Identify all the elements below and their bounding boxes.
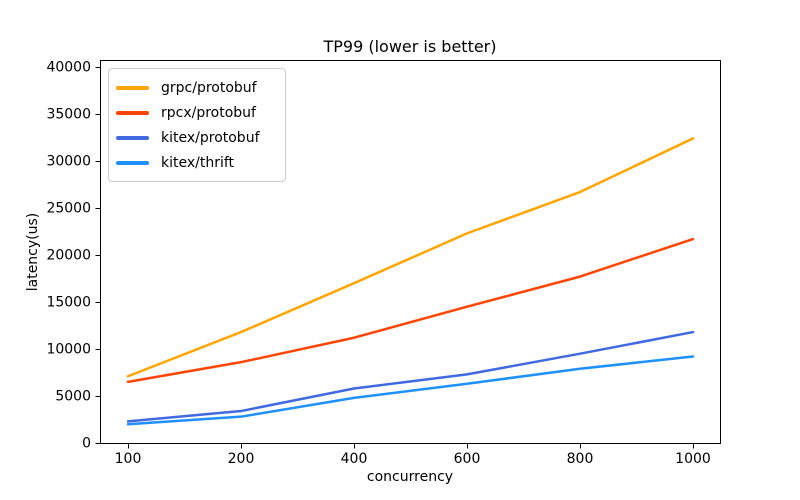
y-tick-label: 25000 bbox=[46, 201, 91, 217]
y-axis-label: latency(us) bbox=[25, 213, 41, 292]
x-tick-label: 600 bbox=[454, 451, 481, 467]
legend-swatch-grpc-protobuf bbox=[116, 85, 149, 90]
chart-title: TP99 (lower is better) bbox=[322, 37, 496, 56]
y-tick-label: 15000 bbox=[46, 295, 91, 311]
x-tick-label: 100 bbox=[115, 451, 142, 467]
x-tick-label: 800 bbox=[567, 451, 594, 467]
legend-item-kitex-thrift: kitex/thrift bbox=[116, 150, 277, 175]
plot-border bbox=[100, 60, 721, 444]
y-tick-label: 30000 bbox=[46, 154, 91, 170]
y-axis-ticks: 0 5000 10000 15000 20000 25000 30000 35000 40000 bbox=[46, 60, 101, 452]
y-tick-label: 0 bbox=[82, 436, 91, 452]
y-tick-label: 40000 bbox=[46, 60, 91, 76]
series-line-kitex-thrift bbox=[126, 355, 695, 426]
legend-item-grpc-protobuf: grpc/protobuf bbox=[116, 75, 277, 100]
x-axis-label: concurrency bbox=[367, 469, 453, 485]
x-tick-label: 200 bbox=[228, 451, 255, 467]
x-axis-ticks: 100 200 400 600 800 1000 bbox=[115, 443, 711, 467]
legend-item-kitex-protobuf: kitex/protobuf bbox=[116, 125, 277, 150]
legend-swatch-kitex-protobuf bbox=[116, 135, 149, 140]
legend-item-rpcx-protobuf: rpcx/protobuf bbox=[116, 100, 277, 125]
legend-label: kitex/protobuf bbox=[161, 129, 260, 146]
legend-label: kitex/thrift bbox=[161, 154, 235, 171]
x-tick-label: 400 bbox=[341, 451, 368, 467]
x-tick-label: 1000 bbox=[675, 451, 711, 467]
legend: grpc/protobuf rpcx/protobuf kitex/protob… bbox=[108, 68, 286, 182]
y-tick-label: 5000 bbox=[55, 389, 91, 405]
legend-swatch-kitex-thrift bbox=[116, 160, 149, 165]
y-tick-label: 10000 bbox=[46, 342, 91, 358]
legend-label: grpc/protobuf bbox=[161, 79, 257, 96]
series-line-rpcx-protobuf bbox=[126, 237, 695, 384]
y-tick-label: 20000 bbox=[46, 248, 91, 264]
series-line-grpc-protobuf bbox=[126, 137, 695, 378]
series-lines bbox=[126, 137, 695, 426]
series-line-kitex-protobuf bbox=[126, 330, 695, 423]
legend-label: rpcx/protobuf bbox=[161, 104, 256, 121]
y-tick-label: 35000 bbox=[46, 107, 91, 123]
legend-swatch-rpcx-protobuf bbox=[116, 110, 149, 115]
